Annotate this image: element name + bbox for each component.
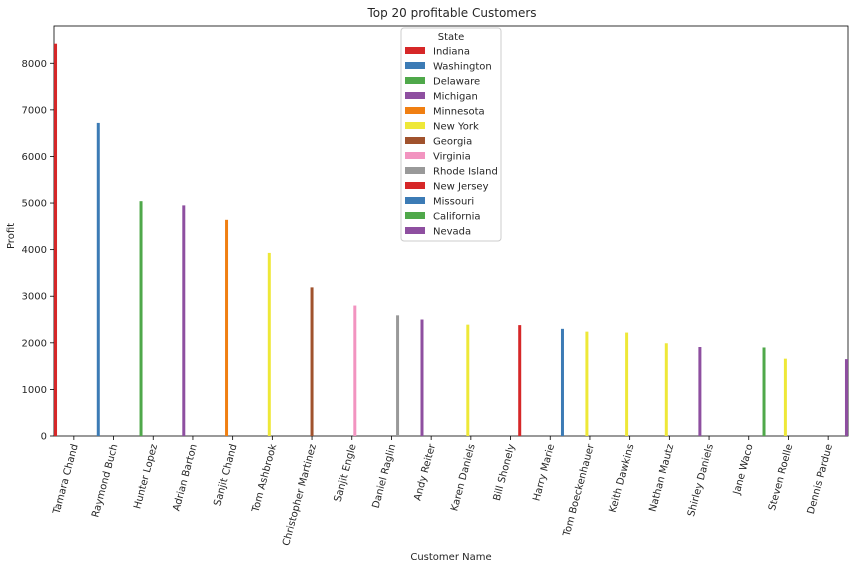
y-axis-label: Profit: [6, 223, 17, 249]
bar: [96, 122, 100, 436]
legend-box: [400, 27, 502, 242]
legend-swatch: [405, 167, 425, 174]
bar: [844, 359, 848, 437]
y-tick-label: 0: [41, 432, 47, 443]
bar: [353, 305, 357, 436]
legend-swatch: [405, 92, 425, 99]
legend-swatch: [405, 152, 425, 159]
bar: [267, 252, 271, 436]
bar: [139, 201, 143, 436]
y-tick-label: 8000: [22, 59, 47, 70]
bar: [664, 343, 668, 436]
bar: [54, 43, 58, 436]
legend-title: State: [438, 32, 464, 43]
bar: [182, 205, 186, 437]
legend-entry: Missouri: [433, 197, 474, 208]
legend-entry: Nevada: [433, 227, 471, 238]
bar: [225, 219, 229, 436]
y-tick-label: 4000: [22, 245, 47, 256]
legend-entry: Indiana: [433, 47, 470, 58]
legend-swatch: [405, 107, 425, 114]
plot-frame: [53, 25, 849, 437]
bar: [762, 347, 766, 436]
bar: [560, 328, 564, 436]
bar: [420, 319, 424, 436]
legend-swatch: [405, 77, 425, 84]
bar: [518, 325, 522, 436]
legend-entry: Delaware: [433, 77, 480, 88]
y-tick-label: 3000: [22, 292, 47, 303]
legend-swatch: [405, 182, 425, 189]
x-axis-label: Customer Name: [410, 552, 491, 563]
legend-entry: Rhode Island: [433, 167, 498, 178]
legend-entry: Georgia: [433, 137, 472, 148]
legend-swatch: [405, 122, 425, 129]
bar: [466, 324, 470, 436]
legend-swatch: [405, 62, 425, 69]
bar: [585, 331, 589, 436]
bar: [310, 287, 314, 437]
legend-entry: Michigan: [433, 92, 478, 103]
bar: [783, 358, 787, 436]
legend-swatch: [405, 137, 425, 144]
legend-entry: Washington: [433, 62, 492, 73]
y-tick-label: 1000: [22, 385, 47, 396]
y-tick-label: 5000: [22, 199, 47, 210]
bar: [396, 315, 400, 436]
legend: State Indiana Washington Delaware Michigan Mi…: [400, 27, 502, 242]
chart-title: Top 20 profitable Customers: [366, 6, 536, 20]
legend-swatch: [405, 227, 425, 234]
legend-entry: Virginia: [433, 152, 471, 163]
bar: [698, 347, 702, 436]
legend-entry: Minnesota: [433, 107, 485, 118]
y-tick-label: 7000: [22, 105, 47, 116]
legend-entry: New Jersey: [433, 182, 489, 193]
y-tick-label: 2000: [22, 338, 47, 349]
bar: [625, 332, 629, 436]
legend-entry: California: [433, 212, 481, 223]
legend-swatch: [405, 47, 425, 54]
legend-swatch: [405, 197, 425, 204]
y-axis: 0 1000 2000 3000 4000 5000 6000 7000 8000: [22, 59, 54, 443]
y-tick-label: 6000: [22, 152, 47, 163]
legend-swatch: [405, 212, 425, 219]
legend-entry: New York: [433, 122, 479, 133]
plot-area: [53, 25, 849, 437]
